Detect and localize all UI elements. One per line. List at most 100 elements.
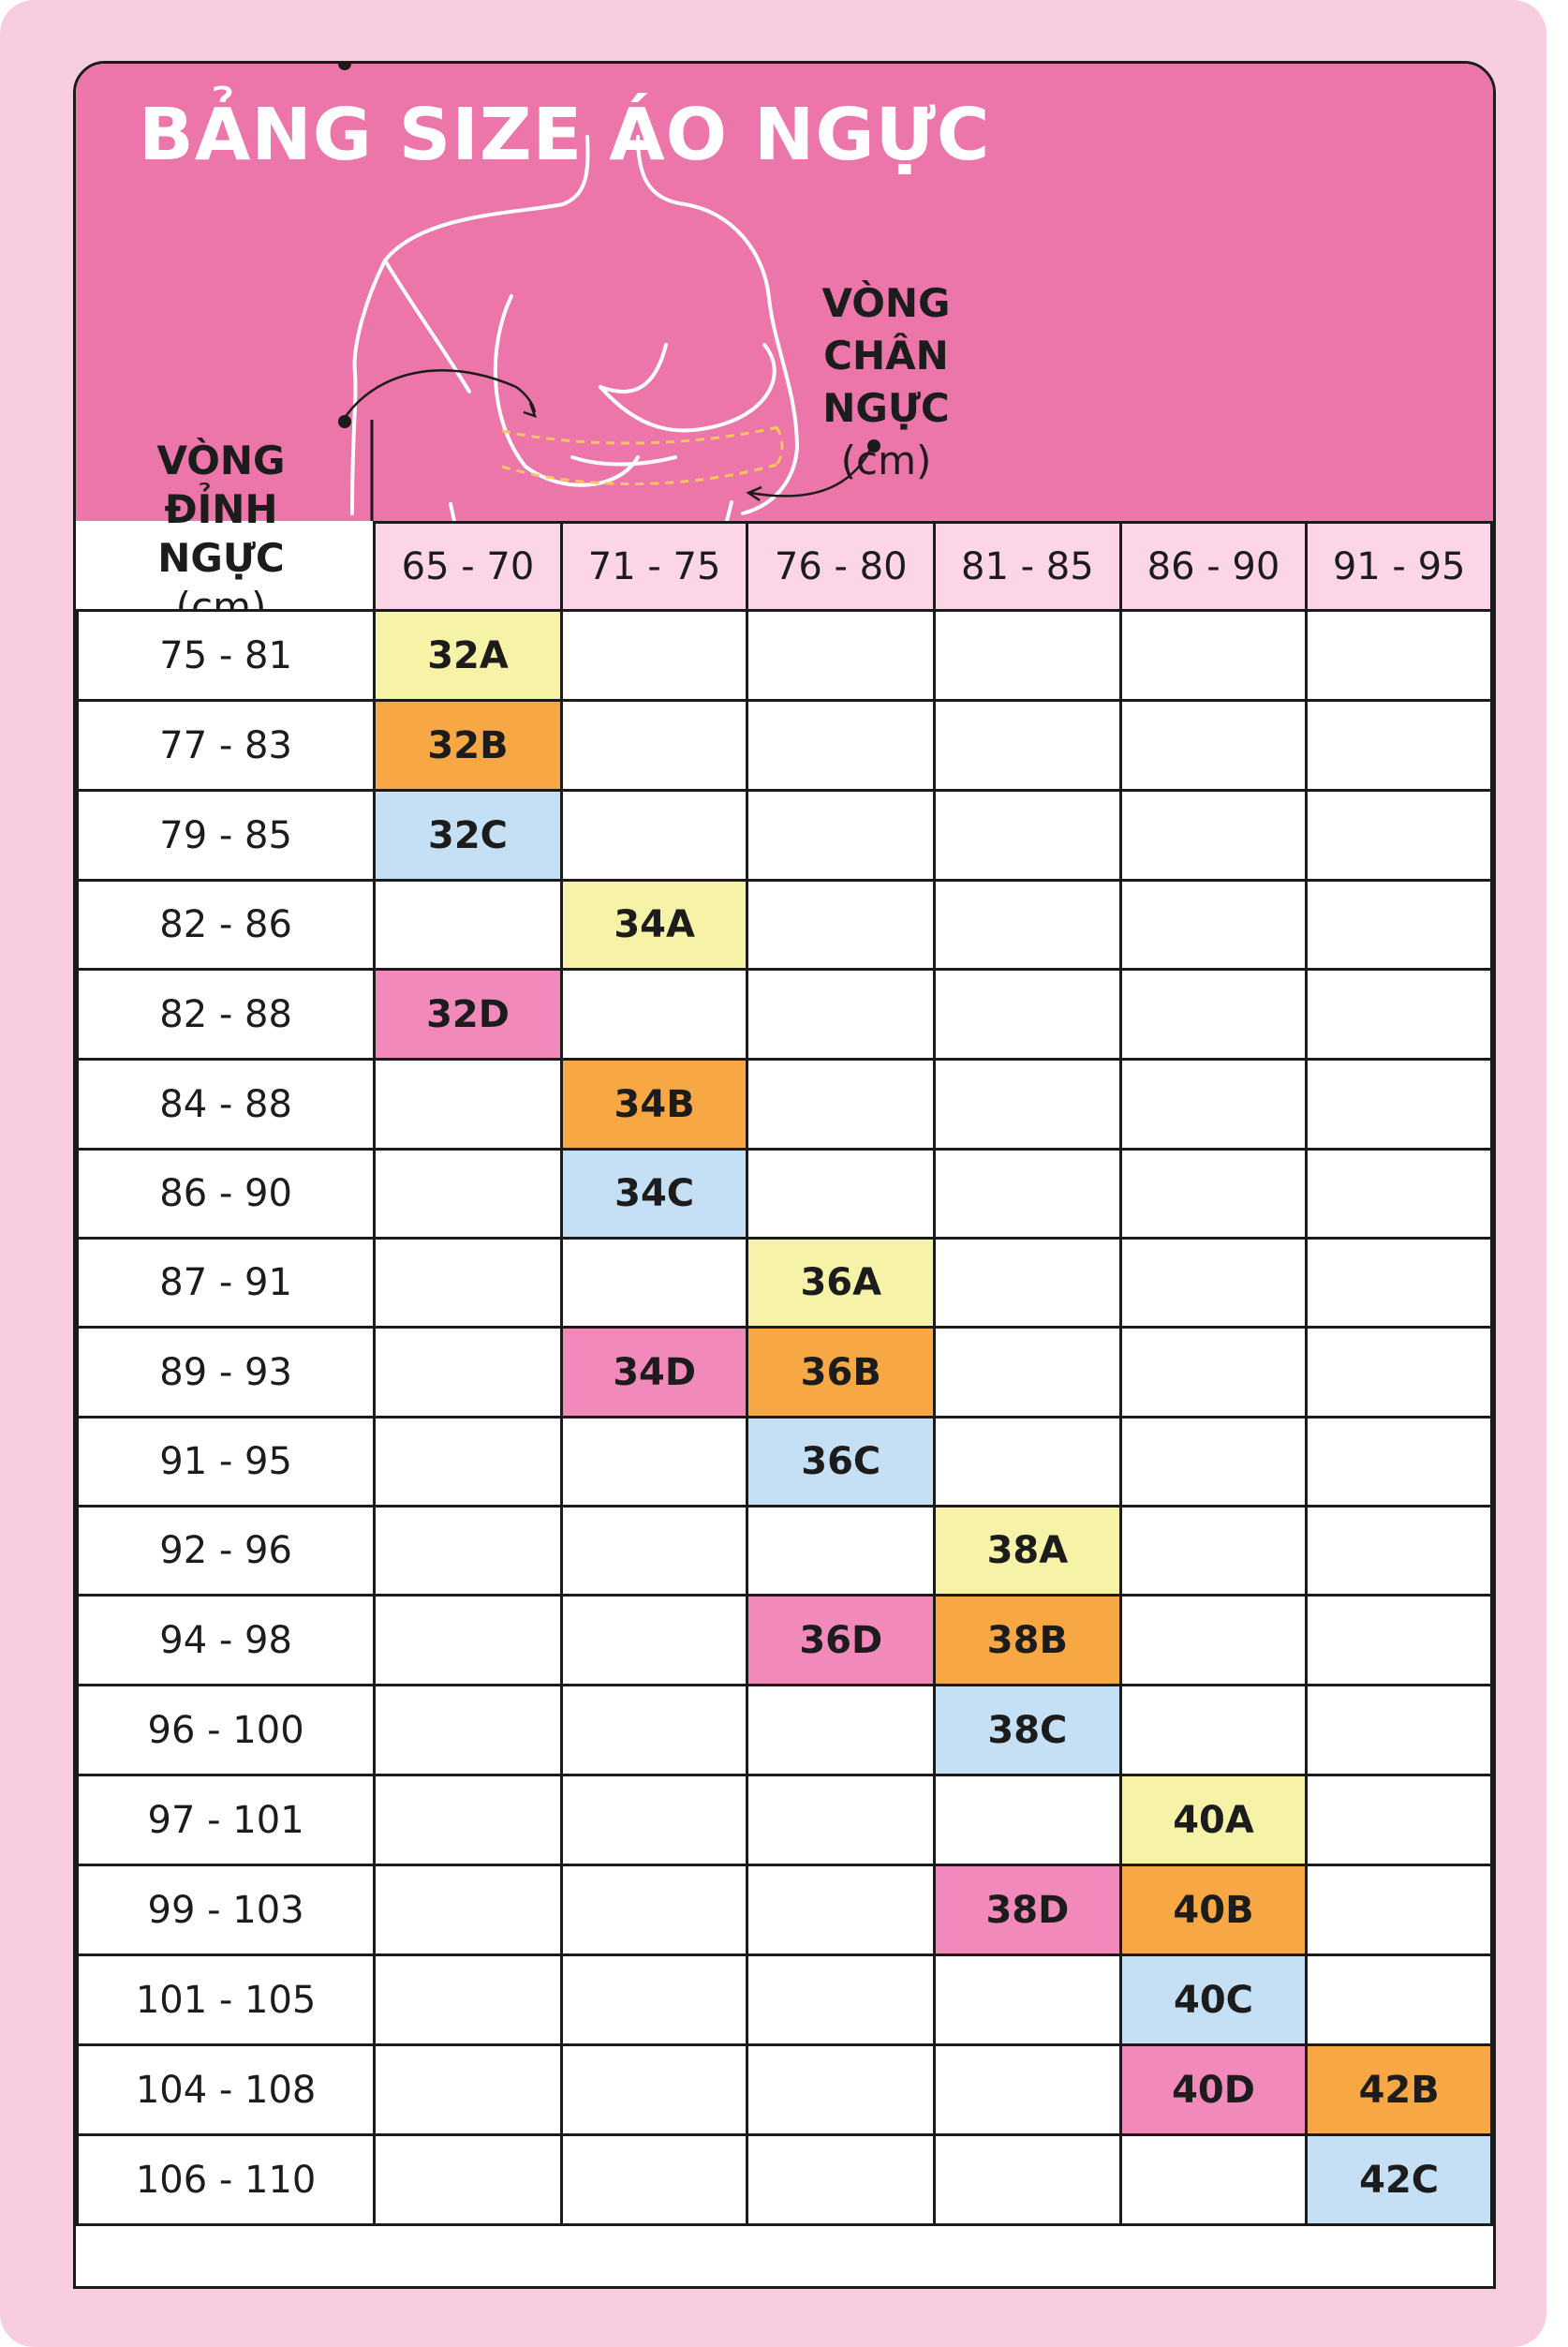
size-table: 65 - 70 71 - 75 76 - 80 81 - 85 86 - 90 … [76, 521, 1493, 2226]
size-cell: 38B [933, 1594, 1122, 1686]
table-corner [77, 522, 377, 612]
empty-cell [1118, 1684, 1309, 1776]
empty-cell [746, 968, 937, 1061]
column-header: 81 - 85 [933, 521, 1122, 612]
row-header: 92 - 96 [76, 1505, 377, 1597]
empty-cell [746, 1864, 937, 1956]
empty-cell [373, 1684, 563, 1776]
empty-cell [373, 1148, 563, 1240]
empty-cell [559, 789, 749, 882]
table-row: 94 - 98 36D 38B [76, 1594, 1493, 1686]
empty-cell [373, 1326, 563, 1419]
row-header: 75 - 81 [76, 609, 377, 702]
empty-cell [1305, 609, 1493, 702]
empty-cell [746, 1058, 937, 1151]
empty-cell [559, 1505, 749, 1597]
row-header: 82 - 88 [76, 968, 377, 1061]
table-row: 106 - 110 42C [76, 2133, 1493, 2226]
empty-cell [746, 2133, 937, 2226]
empty-cell [746, 1953, 937, 2046]
empty-cell [746, 1505, 937, 1597]
size-cell: 40B [1118, 1864, 1309, 1956]
size-cell: 32B [373, 699, 563, 792]
empty-cell [933, 1774, 1122, 1866]
empty-cell [1305, 1326, 1493, 1419]
table-body: 75 - 81 32A 77 - 83 32B 79 - 85 32C 82 - 86 34A… [76, 609, 1493, 2226]
size-cell: 36B [746, 1326, 937, 1419]
size-cell: 42C [1305, 2133, 1493, 2226]
size-cell: 32C [373, 789, 563, 882]
empty-cell [559, 1774, 749, 1866]
row-header: 96 - 100 [76, 1684, 377, 1776]
empty-cell [373, 1864, 563, 1956]
empty-cell [933, 2043, 1122, 2136]
empty-cell [1305, 1953, 1493, 2046]
empty-cell [933, 1953, 1122, 2046]
empty-cell [559, 1684, 749, 1776]
empty-cell [1118, 789, 1309, 882]
empty-cell [373, 879, 563, 971]
empty-cell [746, 789, 937, 882]
size-cell: 36A [746, 1237, 937, 1329]
empty-cell [933, 2133, 1122, 2226]
underbust-axis-line1: VÒNG [821, 280, 951, 326]
size-cell: 34B [559, 1058, 749, 1151]
empty-cell [933, 1148, 1122, 1240]
size-cell: 34A [559, 879, 749, 971]
table-row: 91 - 95 36C [76, 1416, 1493, 1508]
row-header: 86 - 90 [76, 1148, 377, 1240]
row-header: 97 - 101 [76, 1774, 377, 1866]
empty-cell [1305, 879, 1493, 971]
empty-cell [373, 1505, 563, 1597]
empty-cell [559, 609, 749, 702]
empty-cell [1305, 1058, 1493, 1151]
row-header: 89 - 93 [76, 1326, 377, 1419]
page-title: BẢNG SIZE ÁO NGỰC [139, 94, 991, 177]
empty-cell [1118, 1416, 1309, 1508]
column-header: 65 - 70 [373, 521, 563, 612]
table-row: 87 - 91 36A [76, 1237, 1493, 1329]
column-header: 86 - 90 [1118, 521, 1309, 612]
size-cell: 34D [559, 1326, 749, 1419]
table-row: 89 - 93 34D 36B [76, 1326, 1493, 1419]
row-header: 94 - 98 [76, 1594, 377, 1686]
underbust-axis-unit: (cm) [840, 438, 932, 483]
row-header: 99 - 103 [76, 1864, 377, 1956]
empty-cell [933, 879, 1122, 971]
empty-cell [933, 699, 1122, 792]
empty-cell [373, 2133, 563, 2226]
size-cell: 38A [933, 1505, 1122, 1597]
size-cell: 40C [1118, 1953, 1309, 2046]
empty-cell [1305, 1505, 1493, 1597]
size-cell: 34C [559, 1148, 749, 1240]
table-row: 84 - 88 34B [76, 1058, 1493, 1151]
empty-cell [1305, 1237, 1493, 1329]
table-row: 92 - 96 38A [76, 1505, 1493, 1597]
empty-cell [559, 2133, 749, 2226]
torso-illustration [338, 64, 880, 521]
empty-cell [1305, 1594, 1493, 1686]
size-chart-card: BẢNG SIZE ÁO NGỰC VÒNG [73, 61, 1496, 2289]
table-row: 82 - 86 34A [76, 879, 1493, 971]
empty-cell [1118, 1058, 1309, 1151]
empty-cell [746, 1684, 937, 1776]
underbust-axis-label: VÒNG CHÂN NGỰC (cm) [764, 277, 1008, 487]
empty-cell [933, 1326, 1122, 1419]
table-row: 79 - 85 32C [76, 789, 1493, 882]
empty-cell [746, 879, 937, 971]
empty-cell [1305, 789, 1493, 882]
table-row: 77 - 83 32B [76, 699, 1493, 792]
empty-cell [746, 1148, 937, 1240]
empty-cell [559, 699, 749, 792]
empty-cell [1305, 1684, 1493, 1776]
empty-cell [746, 1774, 937, 1866]
empty-cell [1118, 699, 1309, 792]
row-header: 87 - 91 [76, 1237, 377, 1329]
empty-cell [933, 789, 1122, 882]
row-header: 91 - 95 [76, 1416, 377, 1508]
size-cell: 38D [933, 1864, 1122, 1956]
empty-cell [1305, 968, 1493, 1061]
size-cell: 38C [933, 1684, 1122, 1776]
table-row: 99 - 103 38D 40B [76, 1864, 1493, 1956]
empty-cell [1118, 1237, 1309, 1329]
